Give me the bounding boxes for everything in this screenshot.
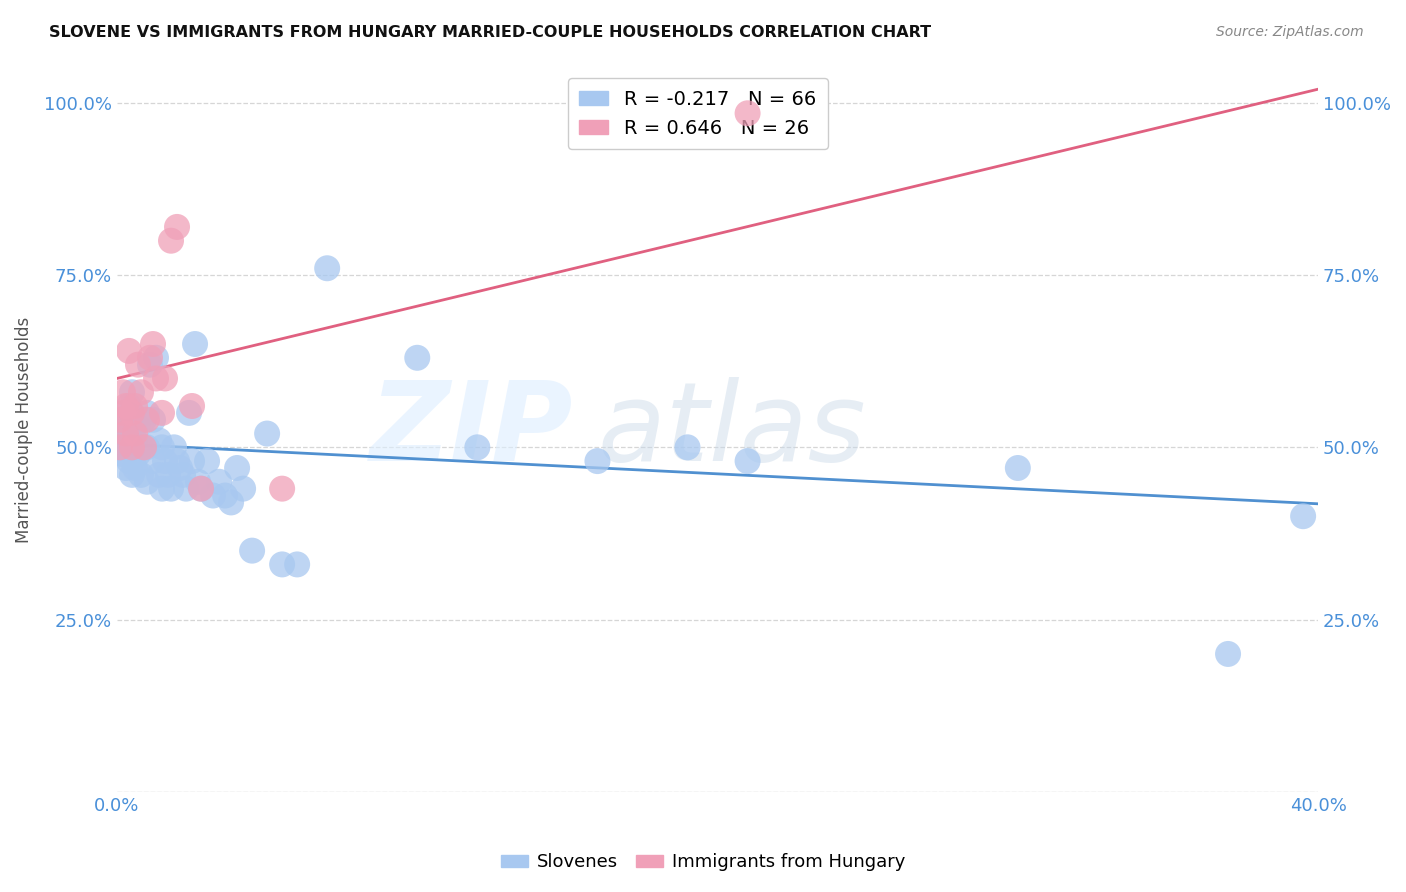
Point	[129, 467, 152, 482]
Point	[153, 371, 176, 385]
Point	[271, 558, 294, 572]
Point	[150, 482, 173, 496]
Point	[160, 482, 183, 496]
Point	[145, 351, 167, 365]
Point	[118, 454, 141, 468]
Point	[226, 461, 249, 475]
Point	[166, 219, 188, 234]
Point	[111, 413, 134, 427]
Point	[256, 426, 278, 441]
Point	[115, 440, 138, 454]
Point	[271, 482, 294, 496]
Text: Source: ZipAtlas.com: Source: ZipAtlas.com	[1216, 25, 1364, 39]
Point	[111, 385, 134, 400]
Point	[153, 454, 176, 468]
Point	[208, 475, 231, 489]
Point	[129, 440, 152, 454]
Point	[202, 489, 225, 503]
Point	[676, 440, 699, 454]
Legend: R = -0.217   N = 66, R = 0.646   N = 26: R = -0.217 N = 66, R = 0.646 N = 26	[568, 78, 828, 149]
Point	[111, 406, 134, 420]
Point	[181, 454, 204, 468]
Point	[132, 413, 155, 427]
Point	[195, 454, 218, 468]
Point	[145, 371, 167, 385]
Point	[127, 419, 149, 434]
Text: atlas: atlas	[598, 376, 866, 483]
Point	[108, 440, 131, 454]
Point	[190, 482, 212, 496]
Point	[118, 399, 141, 413]
Point	[148, 434, 170, 448]
Y-axis label: Married-couple Households: Married-couple Households	[15, 317, 32, 543]
Point	[124, 461, 146, 475]
Point	[232, 482, 254, 496]
Point	[465, 440, 488, 454]
Point	[166, 454, 188, 468]
Point	[737, 106, 759, 120]
Point	[190, 482, 212, 496]
Point	[285, 558, 308, 572]
Point	[160, 234, 183, 248]
Point	[1292, 509, 1315, 524]
Point	[142, 337, 165, 351]
Point	[406, 351, 429, 365]
Point	[136, 406, 159, 420]
Point	[1216, 647, 1239, 661]
Point	[115, 426, 138, 441]
Point	[214, 489, 236, 503]
Point	[174, 482, 197, 496]
Point	[124, 399, 146, 413]
Point	[121, 413, 143, 427]
Point	[121, 385, 143, 400]
Point	[127, 358, 149, 372]
Point	[118, 426, 141, 441]
Point	[181, 399, 204, 413]
Point	[737, 454, 759, 468]
Point	[121, 440, 143, 454]
Point	[1007, 461, 1029, 475]
Point	[127, 447, 149, 461]
Point	[177, 406, 200, 420]
Text: ZIP: ZIP	[370, 376, 574, 483]
Point	[115, 461, 138, 475]
Point	[157, 467, 180, 482]
Point	[136, 475, 159, 489]
Point	[108, 413, 131, 427]
Point	[121, 406, 143, 420]
Point	[150, 440, 173, 454]
Point	[111, 447, 134, 461]
Point	[172, 467, 194, 482]
Point	[150, 406, 173, 420]
Point	[187, 475, 209, 489]
Point	[136, 413, 159, 427]
Point	[115, 419, 138, 434]
Point	[136, 440, 159, 454]
Point	[121, 440, 143, 454]
Point	[169, 461, 191, 475]
Point	[108, 426, 131, 441]
Point	[132, 440, 155, 454]
Point	[586, 454, 609, 468]
Point	[148, 467, 170, 482]
Point	[111, 434, 134, 448]
Point	[163, 440, 186, 454]
Point	[124, 434, 146, 448]
Point	[139, 351, 162, 365]
Point	[139, 358, 162, 372]
Point	[118, 343, 141, 358]
Point	[142, 413, 165, 427]
Point	[115, 399, 138, 413]
Legend: Slovenes, Immigrants from Hungary: Slovenes, Immigrants from Hungary	[494, 847, 912, 879]
Point	[184, 337, 207, 351]
Point	[124, 426, 146, 441]
Text: SLOVENE VS IMMIGRANTS FROM HUNGARY MARRIED-COUPLE HOUSEHOLDS CORRELATION CHART: SLOVENE VS IMMIGRANTS FROM HUNGARY MARRI…	[49, 25, 931, 40]
Point	[316, 261, 339, 276]
Point	[142, 454, 165, 468]
Point	[108, 440, 131, 454]
Point	[129, 385, 152, 400]
Point	[121, 467, 143, 482]
Point	[240, 543, 263, 558]
Point	[219, 495, 242, 509]
